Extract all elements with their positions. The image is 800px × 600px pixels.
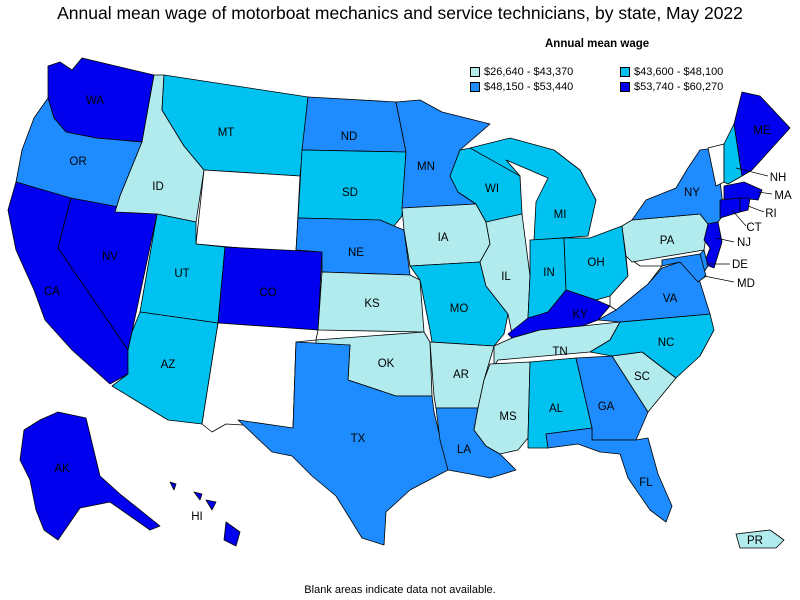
- state-label-MI: MI: [554, 209, 567, 221]
- legend-swatch: [470, 82, 480, 92]
- state-label-KY: KY: [572, 309, 588, 321]
- state-label-SC: SC: [634, 371, 650, 383]
- state-label-LA: LA: [457, 444, 471, 456]
- state-label-IN: IN: [543, 267, 555, 279]
- state-label-CO: CO: [259, 287, 276, 299]
- state-label-OR: OR: [69, 156, 86, 168]
- state-label-VA: VA: [663, 293, 678, 305]
- leader-line-MD: [703, 275, 735, 283]
- legend-item-bin-3: $48,150 - $53,440: [470, 81, 573, 93]
- state-label-DE: DE: [732, 259, 748, 271]
- state-label-OK: OK: [378, 358, 395, 370]
- state-label-MO: MO: [450, 303, 469, 315]
- state-label-TN: TN: [552, 346, 567, 358]
- state-label-MS: MS: [499, 411, 517, 423]
- state-label-GA: GA: [598, 401, 615, 413]
- state-label-ID: ID: [152, 181, 164, 193]
- state-label-CT: CT: [746, 222, 761, 234]
- state-NH[interactable]: [723, 123, 743, 185]
- state-label-MA: MA: [774, 190, 792, 202]
- state-TX[interactable]: [237, 341, 449, 546]
- state-label-NE: NE: [348, 247, 364, 259]
- legend-label: $53,740 - $60,270: [634, 81, 724, 93]
- legend-label: $48,150 - $53,440: [484, 81, 574, 93]
- state-HI[interactable]: [169, 481, 241, 547]
- state-NJ[interactable]: [703, 221, 723, 269]
- legend-swatch: [620, 82, 630, 92]
- state-label-WI: WI: [485, 183, 499, 195]
- state-label-OH: OH: [587, 257, 604, 269]
- state-ME[interactable]: [733, 91, 791, 177]
- state-MD[interactable]: [661, 253, 707, 283]
- state-label-NC: NC: [658, 337, 675, 349]
- state-label-SD: SD: [342, 187, 358, 199]
- state-RI[interactable]: [739, 197, 751, 213]
- state-label-UT: UT: [174, 268, 189, 280]
- state-label-AL: AL: [549, 403, 564, 415]
- legend-title: Annual mean wage: [545, 38, 650, 50]
- state-label-ME: ME: [753, 125, 771, 137]
- state-label-FL: FL: [639, 477, 653, 489]
- state-CT[interactable]: [719, 197, 741, 219]
- state-label-HI: HI: [191, 511, 203, 523]
- state-label-AZ: AZ: [161, 359, 176, 371]
- leader-line-NH: [735, 167, 769, 177]
- map-title: Annual mean wage of motorboat mechanics …: [57, 3, 743, 23]
- state-label-NH: NH: [770, 172, 787, 184]
- leader-line-CT: [731, 209, 747, 227]
- legend-label: $26,640 - $43,370: [484, 66, 574, 78]
- leader-line-NJ: [715, 237, 735, 243]
- leader-line-RI: [747, 205, 765, 213]
- state-PR[interactable]: [735, 529, 785, 549]
- footnote: Blank areas indicate data not available.: [304, 584, 496, 596]
- state-label-IA: IA: [438, 232, 449, 244]
- state-WY[interactable]: [195, 169, 301, 254]
- state-AK[interactable]: [19, 411, 161, 541]
- state-label-AK: AK: [54, 463, 70, 475]
- state-IL[interactable]: [479, 213, 531, 335]
- state-label-TX: TX: [351, 433, 366, 445]
- state-label-NV: NV: [102, 251, 118, 263]
- legend-item-bin-1: $26,640 - $43,370: [470, 66, 573, 78]
- legend-item-bin-2: $43,600 - $48,100: [620, 66, 723, 78]
- state-label-NY: NY: [684, 187, 700, 199]
- state-MI[interactable]: [469, 137, 597, 241]
- state-label-IL: IL: [501, 271, 511, 283]
- state-label-MN: MN: [417, 161, 435, 173]
- state-label-AR: AR: [453, 369, 469, 381]
- legend-item-bin-4: $53,740 - $60,270: [620, 81, 723, 93]
- state-label-MD: MD: [737, 278, 755, 290]
- legend-label: $43,600 - $48,100: [634, 66, 724, 78]
- state-MA[interactable]: [723, 181, 763, 201]
- state-KS[interactable]: [317, 271, 425, 333]
- state-label-ND: ND: [341, 131, 358, 143]
- legend-swatch: [620, 67, 630, 77]
- state-label-RI: RI: [765, 208, 777, 220]
- legend-swatch: [470, 67, 480, 77]
- state-label-CA: CA: [44, 286, 60, 298]
- state-label-NJ: NJ: [737, 237, 751, 249]
- state-label-KS: KS: [364, 298, 380, 310]
- state-label-PR: PR: [747, 535, 763, 547]
- state-label-MT: MT: [218, 127, 235, 139]
- leader-line-MA: [757, 191, 773, 195]
- state-FL[interactable]: [545, 427, 673, 523]
- state-label-WA: WA: [86, 95, 104, 107]
- state-ND[interactable]: [301, 96, 407, 153]
- state-label-PA: PA: [660, 235, 675, 247]
